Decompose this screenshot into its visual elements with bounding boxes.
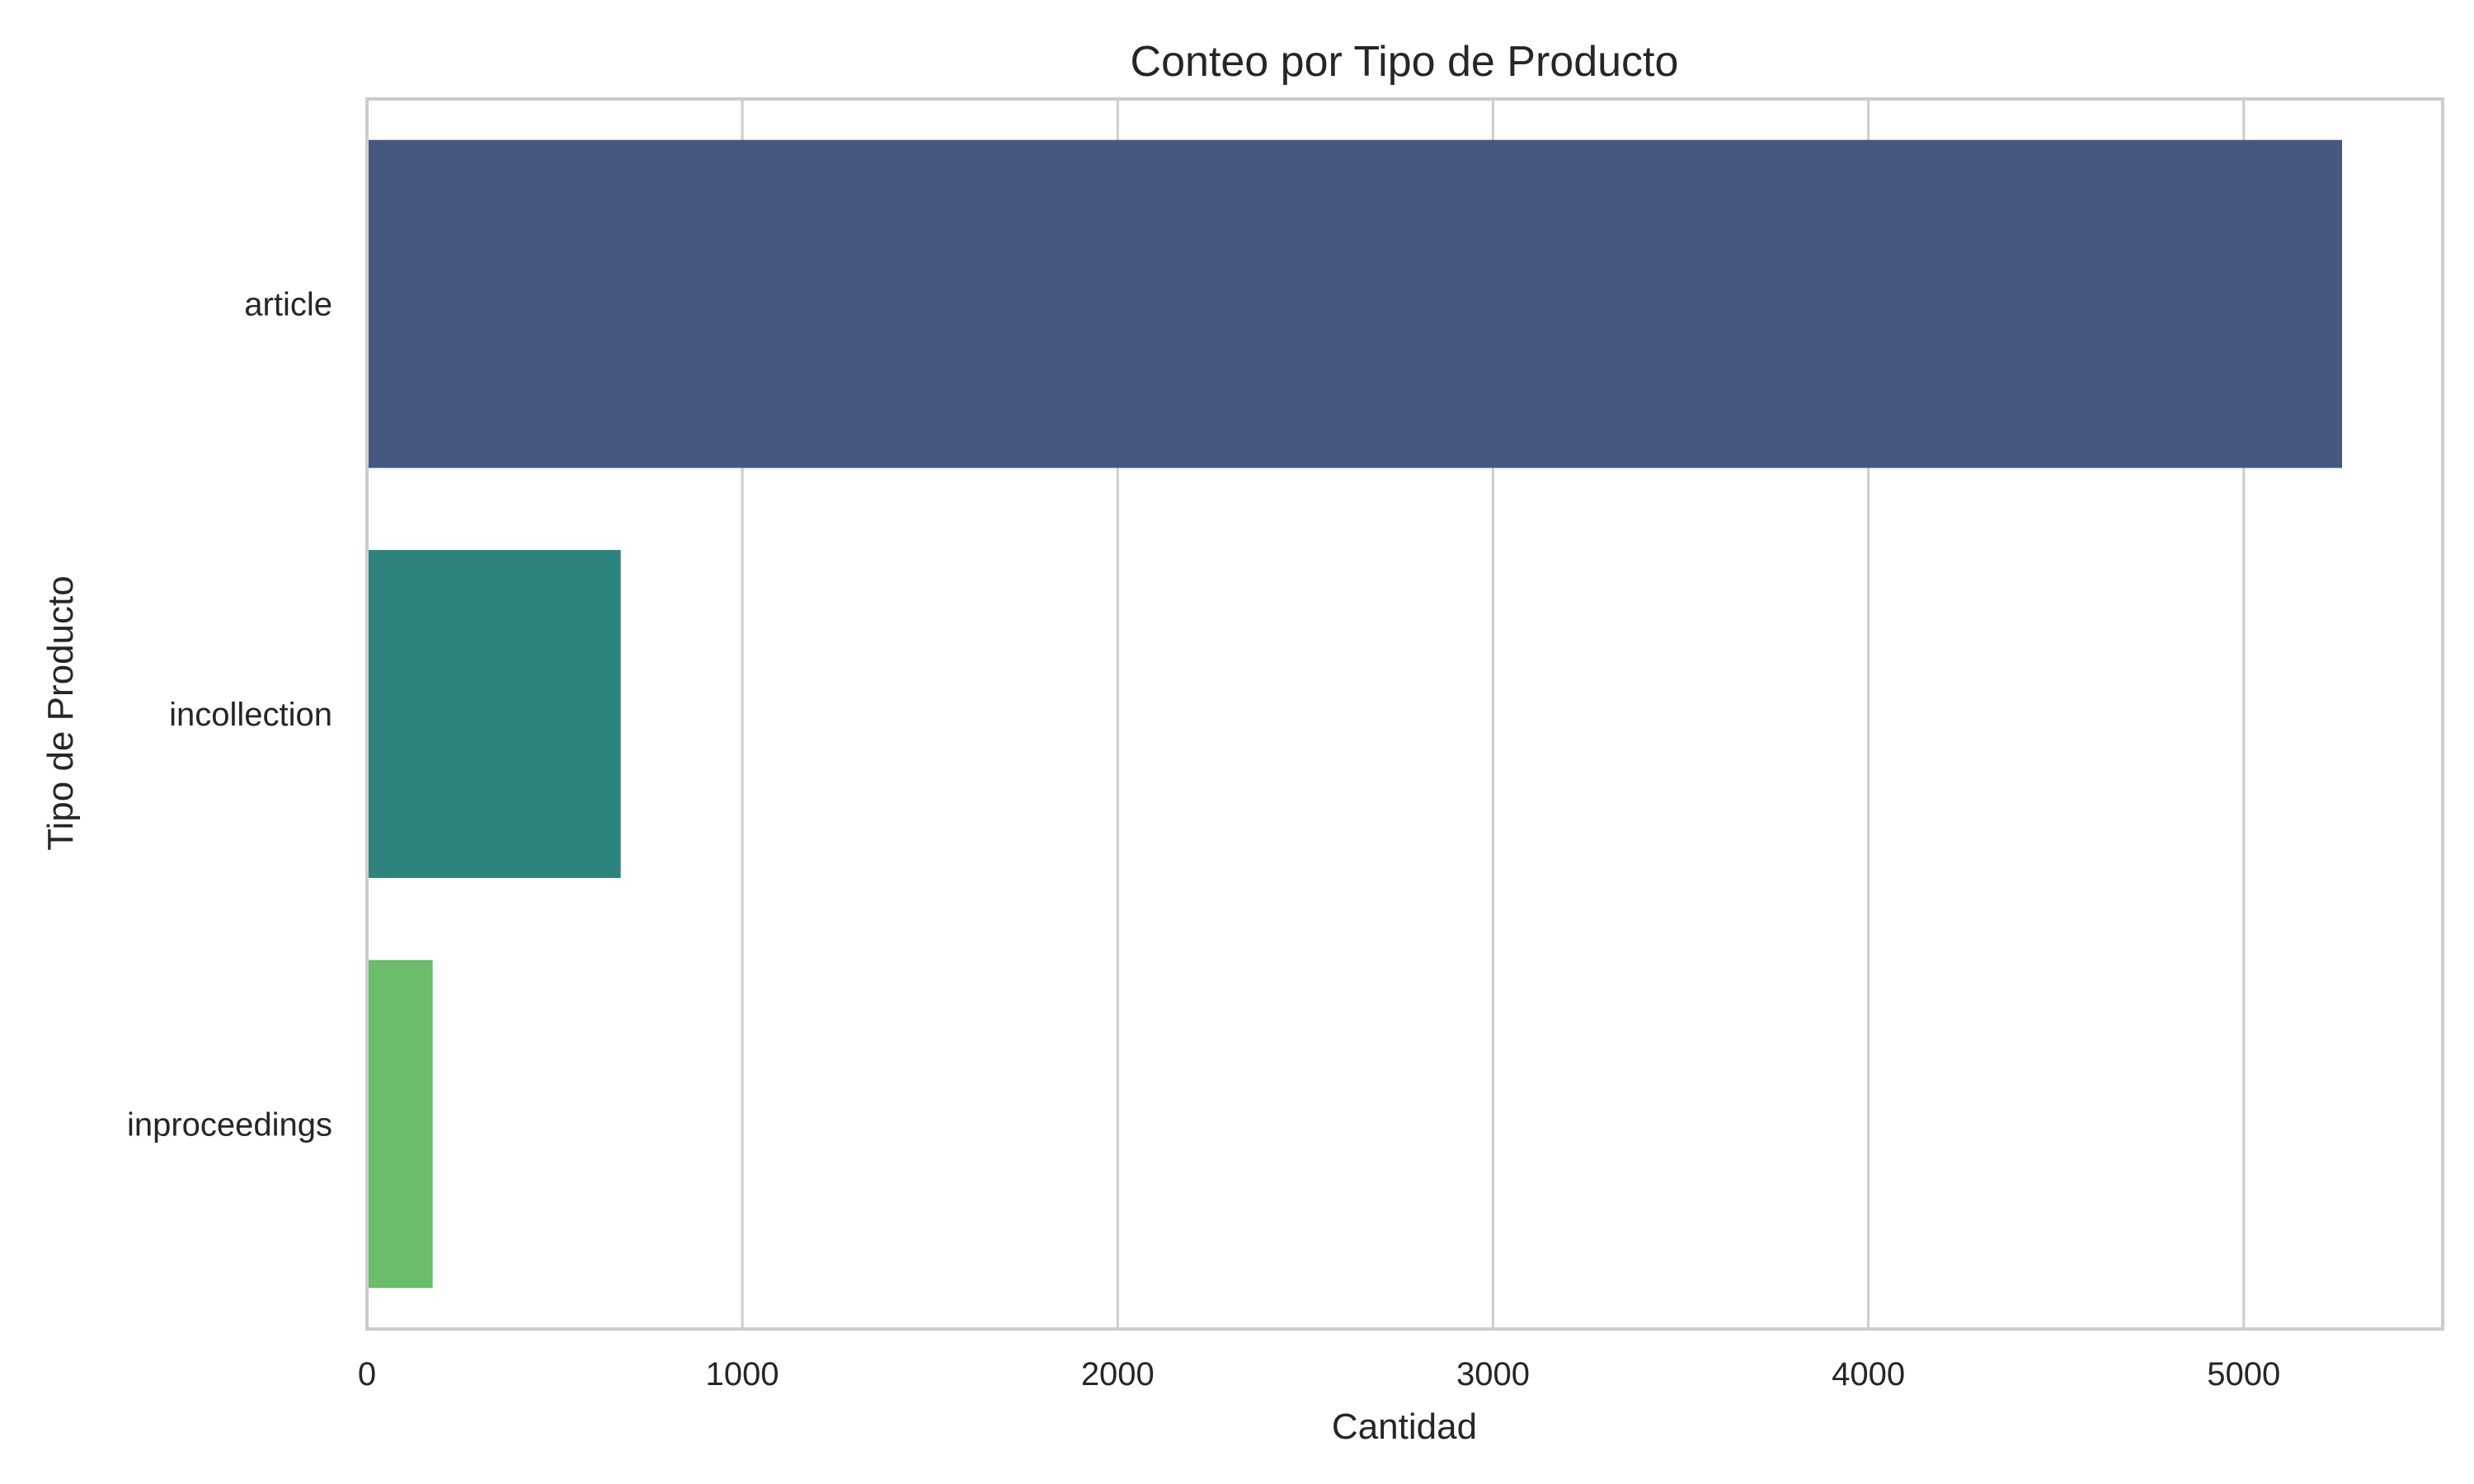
x-tick-label-4000: 4000 [1832,1356,1905,1392]
chart-title: Conteo por Tipo de Producto [1131,38,1679,86]
bars [367,139,2343,1289]
x-tick-label-3000: 3000 [1456,1356,1530,1392]
y-axis-label: Tipo de Producto [40,575,81,850]
x-axis-label: Cantidad [1332,1407,1477,1447]
bar-incollection [367,550,621,878]
x-tick-label-2000: 2000 [1081,1356,1155,1392]
x-tick-label-1000: 1000 [706,1356,779,1392]
bar-inproceedings [367,960,433,1289]
y-tick-label-article: article [244,287,332,323]
plot-frame [365,97,2444,1331]
y-axis-ticks: article incollection inproceedings [127,287,332,1144]
x-axis-ticks: 0 1000 2000 3000 4000 5000 [358,1356,2280,1392]
x-tick-label-5000: 5000 [2207,1356,2280,1392]
y-tick-label-incollection: incollection [169,697,332,733]
y-tick-label-inproceedings: inproceedings [127,1106,332,1143]
x-tick-label-0: 0 [358,1356,376,1392]
bar-article [367,139,2343,468]
